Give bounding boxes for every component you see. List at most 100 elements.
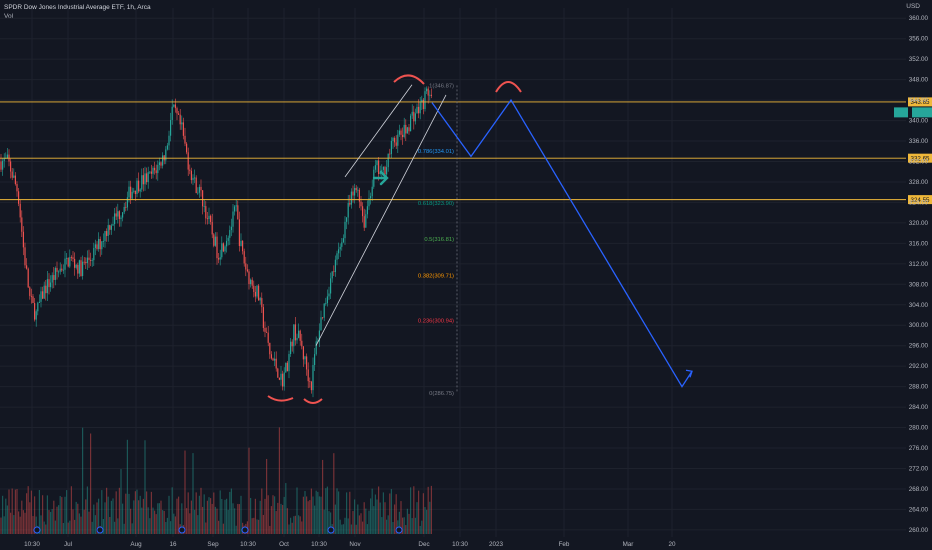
volume-bar xyxy=(354,499,356,534)
price-tick-label: 292.00 xyxy=(909,363,929,370)
volume-bar xyxy=(258,519,260,534)
candle-body xyxy=(112,224,114,226)
candle-body xyxy=(280,373,282,380)
price-axis[interactable]: 360.00 356.00 352.00 348.00 344.00 340.00 336.… xyxy=(909,15,929,534)
volume-bar xyxy=(162,510,164,534)
volume-bar xyxy=(184,450,186,534)
price-tick-label: 332.00 xyxy=(909,158,929,165)
volume-bar xyxy=(310,488,312,534)
candle-body xyxy=(232,211,234,227)
volume-bar xyxy=(218,520,220,534)
candle-body xyxy=(387,153,389,168)
volume-bar xyxy=(27,486,29,534)
volume-bar xyxy=(46,495,48,534)
volume-bar xyxy=(126,439,128,534)
candle-body xyxy=(200,186,202,191)
candle-body xyxy=(110,225,112,230)
volume-bar xyxy=(186,508,188,534)
candles xyxy=(0,86,432,398)
volume-bar xyxy=(147,507,149,534)
price-tick-label: 284.00 xyxy=(909,404,929,411)
volume-bar xyxy=(42,495,44,534)
volume-bar xyxy=(230,488,232,534)
volume-bar xyxy=(411,518,413,534)
price-tick-label: 348.00 xyxy=(909,77,929,84)
volume-bar xyxy=(288,524,290,534)
candle-body xyxy=(21,217,23,232)
candle-body xyxy=(197,192,199,194)
price-tick-label: 356.00 xyxy=(909,36,929,43)
volume-bar xyxy=(307,501,309,534)
candle-body xyxy=(19,203,21,218)
candle-body xyxy=(152,167,154,174)
candle-body xyxy=(150,171,152,174)
volume-bar xyxy=(366,524,368,534)
volume-bar xyxy=(61,497,63,534)
volume-bar xyxy=(6,505,8,534)
candle-body xyxy=(274,358,276,361)
price-tick-label: 276.00 xyxy=(909,445,929,452)
candle-body xyxy=(179,114,181,125)
volume-bar xyxy=(8,489,10,534)
volume-bar xyxy=(123,523,125,534)
candle-body xyxy=(349,203,351,205)
candle-body xyxy=(198,186,200,193)
volume-bar xyxy=(216,508,218,534)
volume-bar xyxy=(206,500,208,534)
volume-bar xyxy=(210,498,212,534)
volume-bar xyxy=(270,506,272,534)
candle-body xyxy=(229,230,231,238)
volume-bar xyxy=(360,513,362,534)
candle-body xyxy=(419,102,421,114)
time-tick-label: 2023 xyxy=(489,541,504,548)
price-label-box xyxy=(908,195,932,205)
candle-body xyxy=(194,177,196,179)
bottom-arc xyxy=(303,398,323,404)
volume-bar xyxy=(346,492,348,534)
volume-bar xyxy=(102,518,104,534)
candle-body xyxy=(272,358,274,361)
volume-bar xyxy=(330,512,332,534)
volume-bar xyxy=(406,508,408,534)
volume-bar xyxy=(178,496,180,534)
candle-body xyxy=(341,242,343,247)
volume-bar xyxy=(229,491,231,534)
candle-body xyxy=(208,215,210,219)
volume-bar xyxy=(11,488,13,534)
arrow-right-icon xyxy=(372,170,389,186)
volume-bar xyxy=(267,495,269,534)
volume-bar xyxy=(51,509,53,534)
volume-bar xyxy=(170,521,172,534)
time-axis[interactable]: 10:30 Jul Aug 16 Sep 10:30 Oct 10:30 Nov Dec 10:30… xyxy=(24,541,676,548)
candle-body xyxy=(142,175,144,185)
candle-body xyxy=(242,240,244,252)
candle-body xyxy=(379,172,381,175)
candle-body xyxy=(286,362,288,372)
volume-bar xyxy=(392,521,394,534)
volume-bar xyxy=(29,502,31,534)
candle-body xyxy=(186,143,188,153)
candle-body xyxy=(181,122,183,125)
volume-bar xyxy=(107,496,109,534)
candle-body xyxy=(350,191,352,205)
candle-body xyxy=(187,152,189,170)
volume-bar xyxy=(205,522,207,534)
candle-body xyxy=(411,111,413,116)
candle-body xyxy=(346,217,348,222)
volume-bar xyxy=(416,502,418,534)
candle-body xyxy=(323,303,325,318)
volume-bar xyxy=(120,469,122,534)
projection-arrow-icon xyxy=(685,369,693,378)
candle-body xyxy=(251,279,253,286)
volume-bar xyxy=(213,492,215,534)
candle-body xyxy=(16,184,18,192)
volume-bar xyxy=(362,521,364,534)
volume-bar xyxy=(66,490,68,534)
candle-body xyxy=(10,161,12,172)
volume-bar xyxy=(70,486,72,534)
volume-bar xyxy=(149,518,151,534)
fib-level-label: 0(286.75) xyxy=(429,391,454,397)
volume-bar xyxy=(386,519,388,534)
candle-body xyxy=(154,167,156,171)
